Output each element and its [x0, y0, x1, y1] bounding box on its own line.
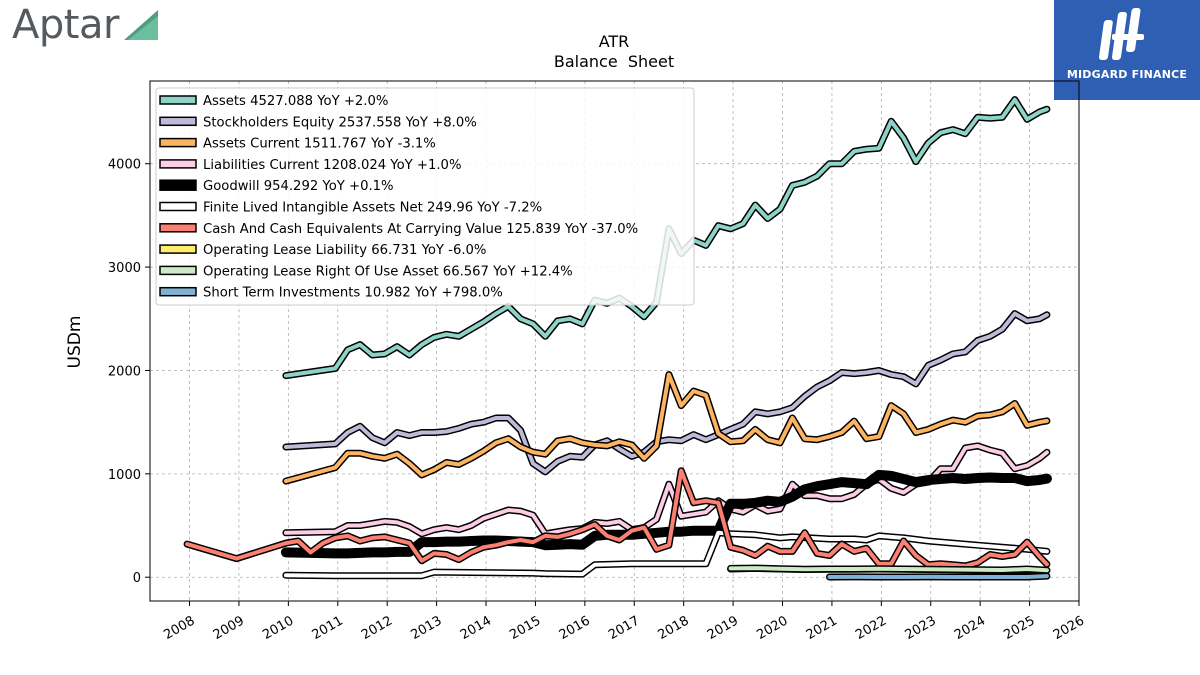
legend-label: Cash And Cash Equivalents At Carrying Va…	[203, 222, 638, 237]
x-tick-label: 2013	[408, 613, 444, 643]
series-line	[827, 574, 1049, 579]
y-axis-label: USDm	[65, 316, 85, 369]
x-tick-label: 2010	[260, 613, 296, 643]
series-line	[728, 566, 1049, 573]
midgard-finance-logo: MIDGARD FINANCE	[1054, 0, 1200, 100]
legend-label: Goodwill 954.292 YoY +0.1%	[203, 179, 394, 194]
aptar-leaf-icon	[124, 10, 158, 40]
midgard-emblem-icon	[1098, 8, 1144, 60]
legend-label: Short Term Investments 10.982 YoY +798.0…	[203, 286, 503, 301]
legend-swatch	[159, 286, 197, 297]
legend-swatch	[159, 223, 197, 233]
x-tick-label: 2023	[903, 613, 939, 643]
series-line	[185, 468, 1049, 568]
legend-label: Stockholders Equity 2537.558 YoY +8.0%	[203, 115, 477, 130]
legend-swatch	[159, 95, 197, 105]
legend-entry: Cash And Cash Equivalents At Carrying Va…	[159, 222, 638, 237]
x-tick-label: 2016	[557, 613, 593, 643]
legend-label: Operating Lease Liability 66.731 YoY -6.…	[203, 243, 486, 258]
x-tick-label: 2021	[804, 613, 840, 643]
series-stockholders-equity	[282, 310, 1051, 476]
legend-label: Operating Lease Right Of Use Asset 66.56…	[203, 264, 573, 279]
legend-entry: Operating Lease Liability 66.731 YoY -6.…	[159, 243, 486, 258]
legend-swatch	[159, 137, 197, 148]
chart-title: ATR	[599, 32, 630, 51]
legend-entry: Short Term Investments 10.982 YoY +798.0…	[159, 286, 503, 301]
x-tick-label: 2025	[1001, 613, 1037, 643]
y-axis: 0 1000 2000 3000 4000	[108, 158, 150, 586]
series-goodwill	[280, 469, 1052, 559]
legend-swatch	[159, 159, 197, 169]
series-assets-current	[282, 371, 1051, 485]
legend: Assets 4527.088 YoY +2.0% Stockholders Eq…	[155, 87, 695, 306]
legend-entry: Finite Lived Intangible Assets Net 249.9…	[159, 201, 542, 216]
legend-entry: Assets Current 1511.767 YoY -3.1%	[159, 137, 436, 152]
x-axis: 2008 2009 2010 2011 2012 2013 2014 2015 2016 2017…	[161, 601, 1087, 643]
midgard-wordmark: MIDGARD FINANCE	[1066, 68, 1188, 81]
series-operating-lease-right-of-use-asset	[727, 564, 1051, 574]
legend-swatch	[159, 265, 197, 276]
legend-label: Liabilities Current 1208.024 YoY +1.0%	[203, 158, 461, 173]
x-tick-label: 2014	[458, 613, 494, 643]
series-cash-and-cash-equivalents-at-carrying-value	[183, 467, 1051, 570]
x-tick-label: 2009	[211, 613, 247, 643]
series-line	[283, 311, 1049, 474]
x-tick-label: 2022	[853, 613, 889, 643]
legend-label: Finite Lived Intangible Assets Net 249.9…	[203, 201, 542, 216]
legend-box	[155, 87, 695, 306]
legend-label: Assets 4527.088 YoY +2.0%	[203, 94, 388, 109]
y-tick-label: 2000	[108, 364, 141, 379]
plot-frame	[149, 80, 1080, 602]
legend-entry: Liabilities Current 1208.024 YoY +1.0%	[159, 158, 461, 173]
series-line	[282, 471, 1051, 557]
y-tick-label: 4000	[108, 158, 141, 173]
legend-entry: Goodwill 954.292 YoY +0.1%	[159, 179, 394, 194]
y-tick-label: 3000	[108, 261, 141, 276]
aptar-logo: Aptar	[6, 2, 166, 50]
x-tick-label: 2019	[705, 613, 741, 643]
x-tick-label: 2011	[310, 613, 346, 643]
legend-swatch	[159, 201, 197, 212]
legend-entry: Assets 4527.088 YoY +2.0%	[159, 94, 388, 109]
aptar-wordmark: Aptar	[12, 2, 119, 48]
legend-swatch	[159, 116, 197, 127]
x-tick-label: 2008	[161, 613, 197, 643]
x-tick-label: 2020	[754, 613, 790, 643]
x-tick-label: 2018	[656, 613, 692, 643]
y-tick-label: 1000	[108, 468, 141, 483]
x-tick-label: 2026	[1051, 613, 1087, 643]
legend-label: Assets Current 1511.767 YoY -3.1%	[203, 137, 436, 152]
x-tick-label: 2017	[606, 613, 642, 643]
x-tick-label: 2024	[952, 613, 988, 643]
x-tick-label: 2015	[507, 613, 543, 643]
y-tick-label: 0	[133, 571, 141, 586]
legend-swatch	[159, 179, 197, 191]
legend-entry: Operating Lease Right Of Use Asset 66.56…	[159, 264, 573, 279]
series-line	[283, 372, 1049, 484]
chart-subtitle: Balance Sheet	[554, 52, 674, 71]
legend-entry: Stockholders Equity 2537.558 YoY +8.0%	[159, 115, 477, 130]
x-tick-label: 2012	[359, 613, 395, 643]
series-short-term-investments	[826, 572, 1051, 581]
legend-swatch	[159, 244, 197, 254]
